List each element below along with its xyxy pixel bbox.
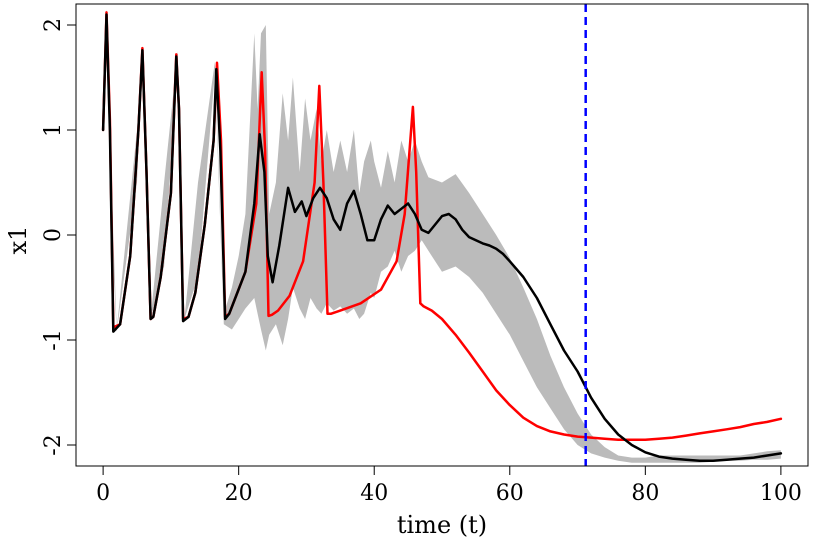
x-tick-label: 100 bbox=[760, 481, 802, 506]
uncertainty-band bbox=[103, 9, 781, 463]
x-axis: 0 20 40 60 80 100 bbox=[96, 466, 802, 506]
y-axis-label: x1 bbox=[4, 226, 32, 255]
x-axis-label: time (t) bbox=[397, 511, 487, 539]
x-tick-label: 20 bbox=[225, 481, 253, 506]
y-tick-label: -1 bbox=[41, 329, 66, 350]
y-tick-label: 0 bbox=[41, 228, 66, 242]
y-tick-label: 2 bbox=[41, 18, 66, 32]
x-tick-label: 60 bbox=[496, 481, 524, 506]
y-axis: -2 -1 0 1 2 bbox=[41, 18, 76, 456]
x-tick-label: 40 bbox=[360, 481, 388, 506]
x-tick-label: 80 bbox=[631, 481, 659, 506]
series-line-2 bbox=[101, 13, 783, 462]
y-tick-label: 1 bbox=[41, 123, 66, 137]
y-tick-label: -2 bbox=[41, 434, 66, 455]
x-tick-label: 0 bbox=[96, 481, 110, 506]
